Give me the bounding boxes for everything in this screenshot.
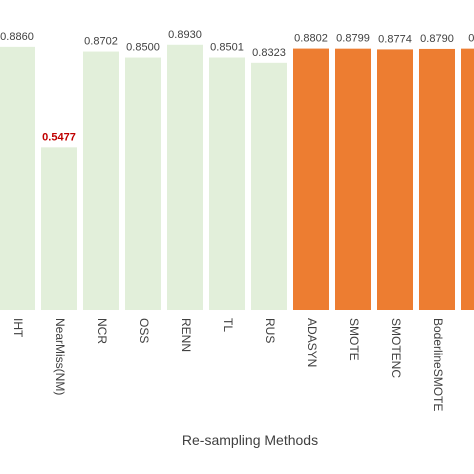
- value-label: 0.8500: [126, 42, 160, 54]
- bar-smotenc: [377, 49, 413, 310]
- bar-renn: [167, 44, 203, 311]
- value-labels-layer: 0.8860 0.5477 0.8702 0.8500 0.8930 0.8501 0.83…: [0, 29, 474, 144]
- bar-ncr: [83, 51, 119, 310]
- value-label: 0.8323: [252, 47, 286, 59]
- x-tick-label: SMOTE: [347, 318, 361, 361]
- x-tick-label: RENN: [179, 318, 193, 352]
- bar-adasyn: [293, 48, 329, 311]
- value-label: 0.8930: [168, 29, 202, 41]
- x-tick-label: NearMiss(NM): [53, 318, 67, 395]
- x-tick-label: SMOTENC: [389, 318, 403, 378]
- bar-nearmiss-nm-: [41, 147, 77, 310]
- value-label: 0.8860: [0, 31, 34, 43]
- value-label: 0.8799: [336, 33, 370, 45]
- value-label: 0.8501: [210, 42, 244, 54]
- value-label: 0.8774: [378, 33, 412, 45]
- bar-tl: [209, 57, 245, 311]
- value-label: 0.8802: [294, 33, 328, 45]
- x-tick-label: IHT: [11, 318, 25, 338]
- bar-oss: [125, 57, 161, 310]
- x-tick-label: NCR: [95, 318, 109, 344]
- x-axis-title: Re-sampling Methods: [182, 432, 318, 448]
- bar-iht: [0, 46, 35, 310]
- bar-smote: [335, 48, 371, 310]
- bar-boderlinesmote: [419, 48, 455, 310]
- x-tick-label: BoderlineSMOTE: [431, 318, 445, 411]
- x-tick-label: TL: [221, 318, 235, 332]
- value-label: 0.8702: [84, 36, 118, 48]
- value-label: 0.8790: [420, 33, 454, 45]
- value-label: 0.88: [468, 33, 474, 45]
- x-tick-label: RUS: [263, 318, 277, 343]
- x-tick-labels: IHT NearMiss(NM) NCR OSS RENN TL RUS ADASYN SMOT…: [11, 318, 445, 411]
- x-tick-label: ADASYN: [305, 318, 319, 367]
- bar-rus: [251, 62, 287, 310]
- x-tick-label: OSS: [137, 318, 151, 343]
- bars-layer: [0, 44, 474, 311]
- bar-partial: [461, 48, 474, 310]
- value-label: 0.5477: [42, 131, 76, 143]
